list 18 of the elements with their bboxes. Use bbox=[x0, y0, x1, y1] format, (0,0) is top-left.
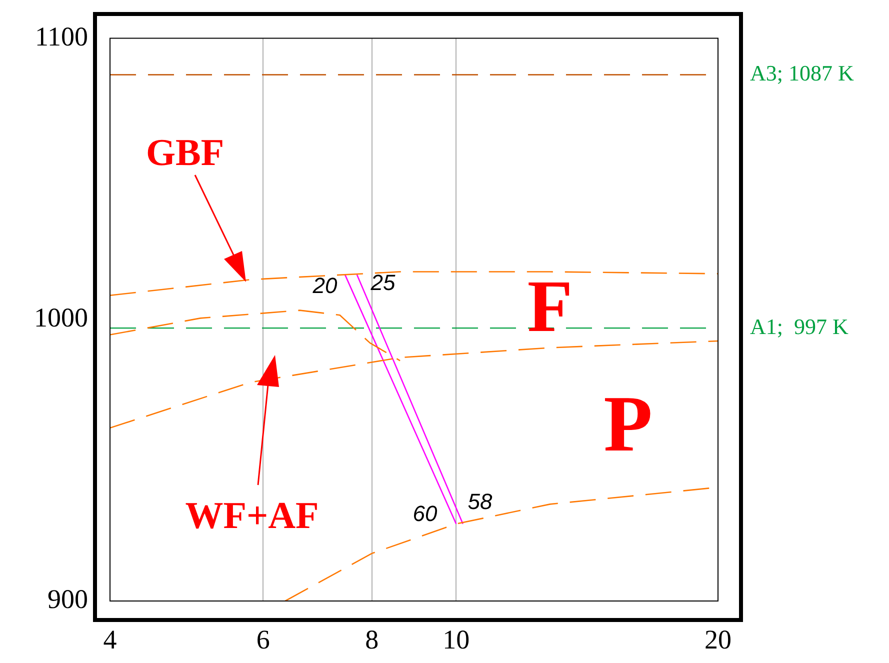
ref-line-label: A3; 1087 K bbox=[750, 60, 854, 86]
x-tick-label: 8 bbox=[365, 624, 379, 654]
annotation: 60 bbox=[412, 501, 438, 526]
x-tick-label: 10 bbox=[442, 624, 470, 654]
y-tick-label: 1100 bbox=[35, 21, 88, 52]
annotation: 25 bbox=[370, 270, 396, 296]
x-tick-label: 6 bbox=[256, 624, 270, 654]
annotation: 20 bbox=[312, 273, 338, 298]
x-tick-label: 20 bbox=[704, 624, 732, 654]
annotation: F bbox=[527, 266, 573, 348]
y-tick-label: 900 bbox=[48, 584, 88, 614]
y-tick-label: 1000 bbox=[34, 302, 88, 333]
annotation: WF+AF bbox=[185, 494, 319, 537]
ref-line-label: A1; 997 K bbox=[750, 314, 848, 339]
annotation: P bbox=[604, 380, 652, 469]
x-tick-label: 4 bbox=[103, 624, 118, 654]
annotation: 58 bbox=[468, 489, 493, 514]
annotation: GBF bbox=[146, 132, 224, 174]
